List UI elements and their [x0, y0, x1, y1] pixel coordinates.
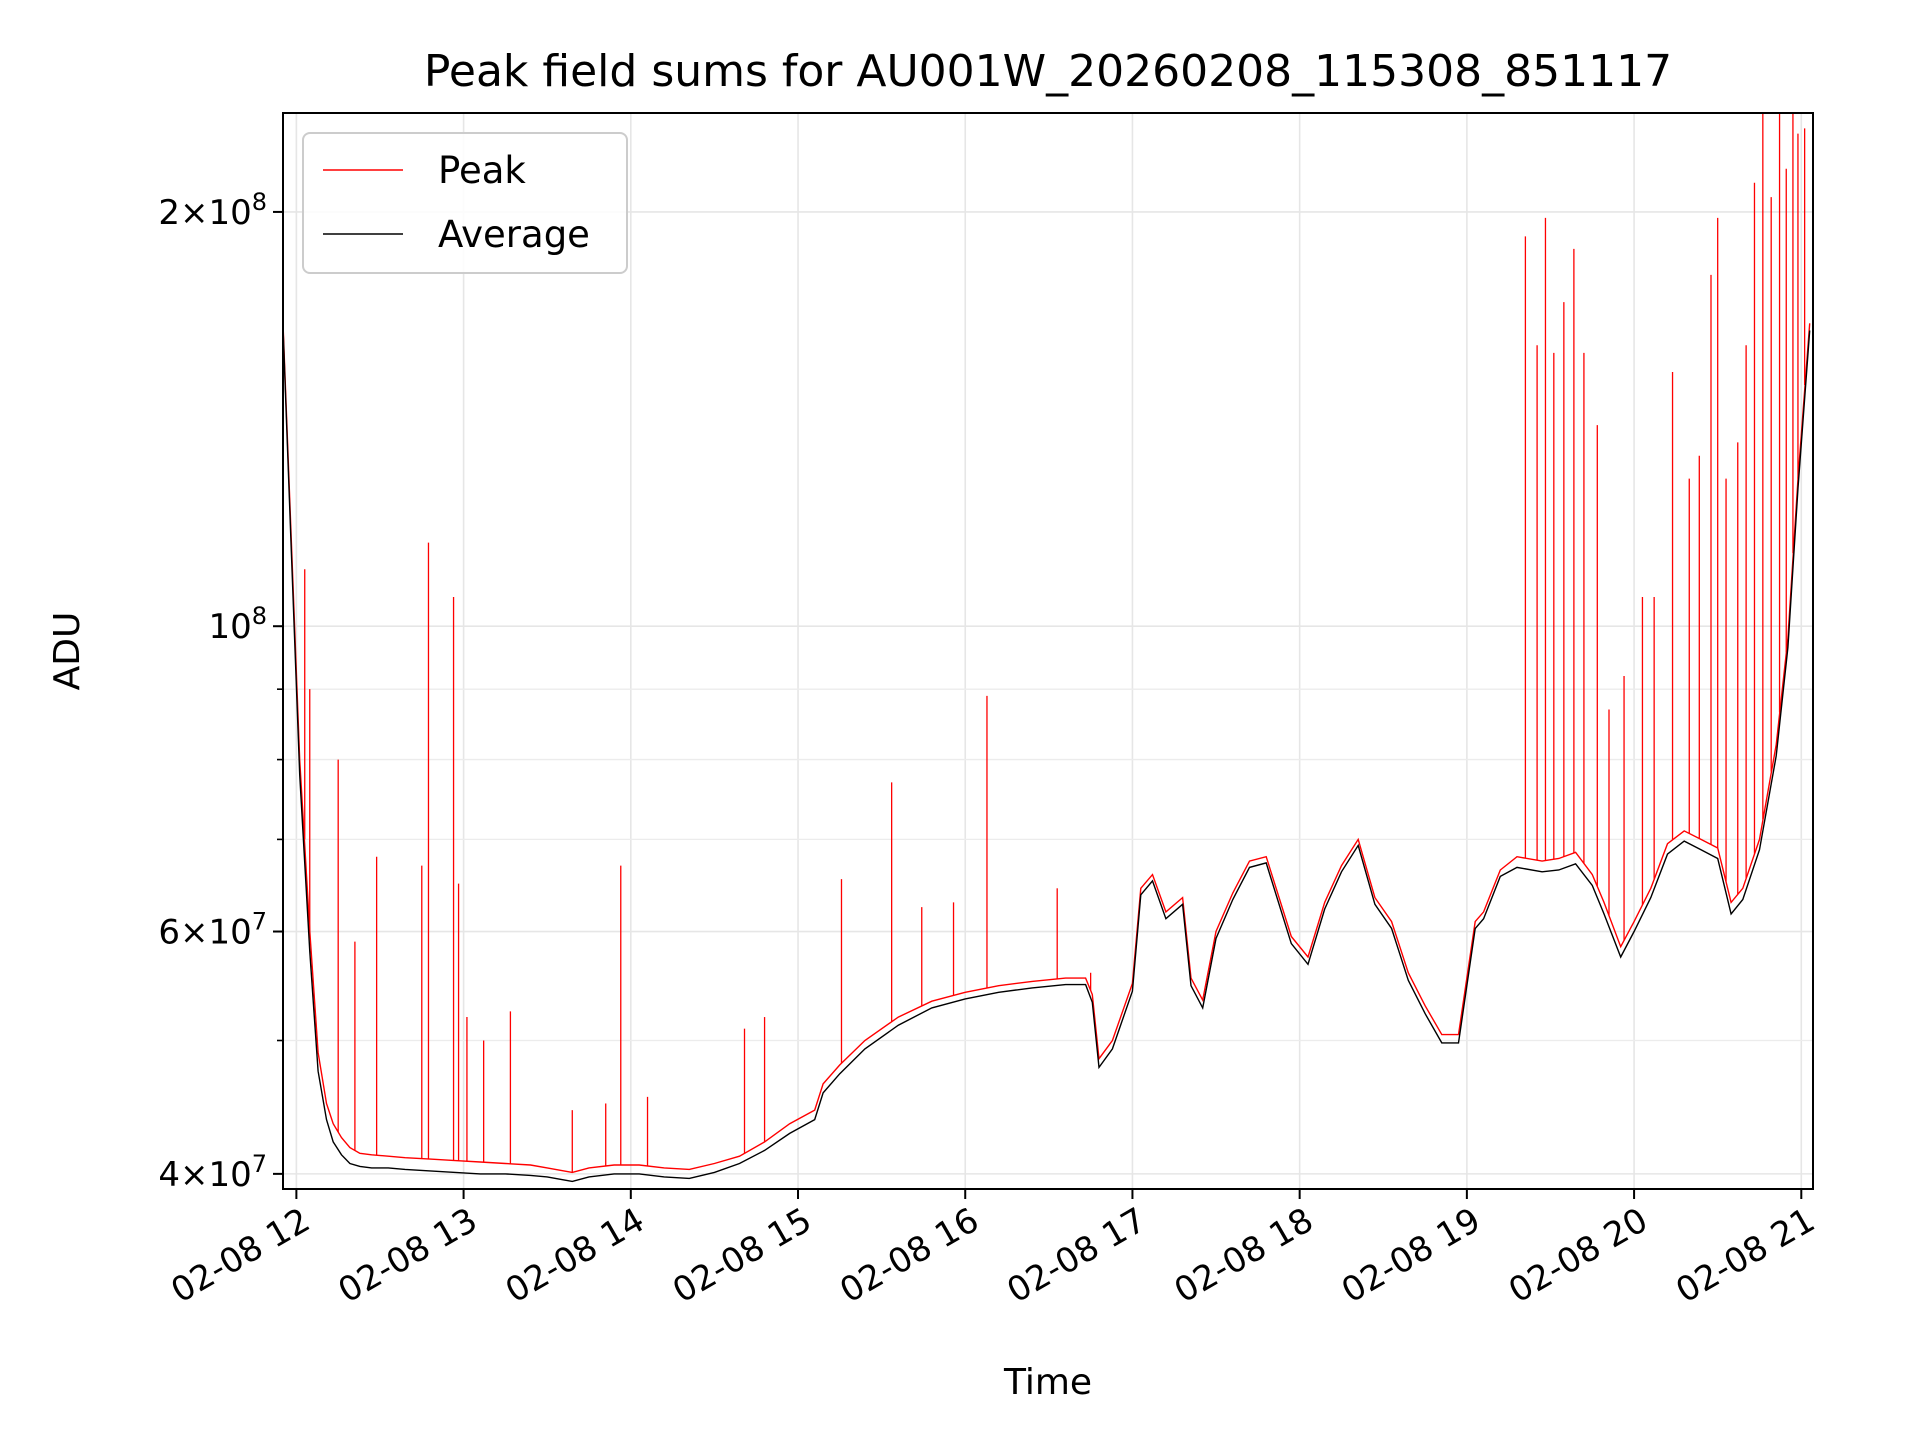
x-tick-label-2: 02-08 14: [499, 1200, 651, 1311]
x-tick-label-3: 02-08 15: [666, 1200, 818, 1311]
x-tick-label-7: 02-08 19: [1335, 1200, 1487, 1311]
x-tick-label-4: 02-08 16: [833, 1200, 985, 1311]
legend: Peak Average: [302, 132, 628, 274]
x-tick-label-5: 02-08 17: [1001, 1200, 1153, 1311]
x-axis-label: Time: [1003, 1362, 1092, 1403]
x-tick-label-9: 02-08 21: [1669, 1200, 1821, 1311]
grid: [283, 113, 1813, 1189]
y-tick-label-3: 2×108: [158, 188, 267, 233]
ticks: 02-08 12 02-08 13 02-08 14 02-08 15 02-08 16…: [158, 188, 1821, 1311]
y-axis-label: ADU: [47, 612, 88, 691]
plot-frame: [282, 112, 1814, 1190]
x-tick-label-8: 02-08 20: [1502, 1200, 1654, 1311]
y-tick-label-0: 4×107: [158, 1150, 267, 1195]
y-tick-label-2: 108: [208, 602, 267, 647]
y-tick-label-1: 6×107: [158, 908, 267, 953]
series-line-average: [282, 326, 1811, 1183]
x-tick-label-6: 02-08 18: [1168, 1200, 1320, 1311]
legend-label-peak: Peak: [438, 149, 526, 192]
x-tick-label-1: 02-08 13: [332, 1200, 484, 1311]
x-tick-label-0: 02-08 12: [164, 1200, 316, 1311]
legend-box: [302, 132, 628, 274]
peak-spikes: [304, 113, 1806, 1173]
chart-title: Peak field sums for AU001W_20260208_1153…: [424, 46, 1672, 97]
series-line-peak: [282, 323, 1811, 1174]
legend-label-average: Average: [438, 213, 590, 256]
